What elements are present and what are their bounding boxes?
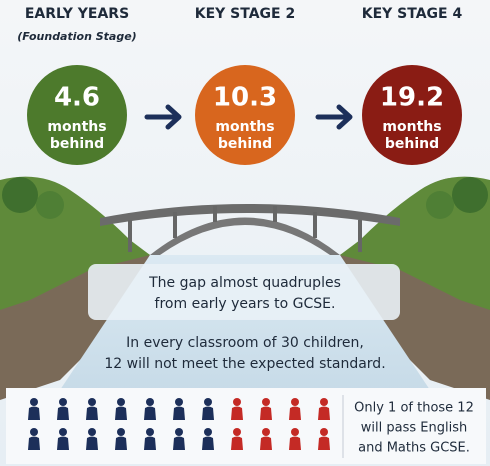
person-body xyxy=(260,407,272,421)
person-body xyxy=(115,407,127,421)
person-body xyxy=(260,437,272,451)
person-head xyxy=(30,398,38,406)
person-body xyxy=(86,437,98,451)
person-body xyxy=(115,437,127,451)
text-line: In every classroom of 30 children, xyxy=(126,335,364,351)
text-line: Only 1 of those 12 xyxy=(354,401,474,416)
person-head xyxy=(117,428,125,436)
stage-unit: months xyxy=(215,119,274,135)
infographic: EARLY YEARS(Foundation Stage)4.6monthsbe… xyxy=(0,0,490,466)
person-head xyxy=(30,428,38,436)
person-head xyxy=(320,428,328,436)
text-line: will pass English xyxy=(361,421,467,436)
person-head xyxy=(175,428,183,436)
person-head xyxy=(175,398,183,406)
person-body xyxy=(318,437,330,451)
person-body xyxy=(144,437,156,451)
stage-unit: months xyxy=(47,119,106,135)
person-body xyxy=(28,407,40,421)
person-head xyxy=(59,428,67,436)
stage-unit: behind xyxy=(385,136,439,152)
page: EARLY YEARS(Foundation Stage)4.6monthsbe… xyxy=(0,0,490,466)
stage-value: 10.3 xyxy=(213,83,277,113)
person-head xyxy=(88,398,96,406)
person-head xyxy=(320,398,328,406)
person-body xyxy=(28,437,40,451)
person-body xyxy=(57,407,69,421)
person-head xyxy=(146,398,154,406)
person-head xyxy=(204,428,212,436)
person-head xyxy=(88,428,96,436)
person-head xyxy=(233,428,241,436)
person-body xyxy=(231,437,243,451)
gcse-text: Only 1 of those 12 will pass English and M… xyxy=(354,401,474,456)
person-body xyxy=(173,407,185,421)
person-head xyxy=(117,398,125,406)
text-line: from early years to GCSE. xyxy=(155,296,336,312)
stage-title: KEY STAGE 2 xyxy=(195,6,295,22)
person-body xyxy=(318,407,330,421)
stage-unit: months xyxy=(382,119,441,135)
stage-unit: behind xyxy=(50,136,104,152)
person-body xyxy=(86,407,98,421)
person-body xyxy=(173,437,185,451)
stage-value: 4.6 xyxy=(54,83,100,113)
person-body xyxy=(202,437,214,451)
person-head xyxy=(233,398,241,406)
person-body xyxy=(144,407,156,421)
person-body xyxy=(202,407,214,421)
stage-title: KEY STAGE 4 xyxy=(362,6,463,22)
text-line: and Maths GCSE. xyxy=(358,441,470,456)
person-body xyxy=(289,407,301,421)
stage-subtitle: (Foundation Stage) xyxy=(17,30,136,43)
stage-title: EARLY YEARS xyxy=(25,6,129,22)
stage-unit: behind xyxy=(218,136,272,152)
person-head xyxy=(262,428,270,436)
text-line: The gap almost quadruples xyxy=(148,275,341,291)
person-body xyxy=(289,437,301,451)
person-head xyxy=(262,398,270,406)
person-head xyxy=(59,398,67,406)
person-body xyxy=(231,407,243,421)
stage-value: 19.2 xyxy=(380,83,444,113)
person-head xyxy=(291,398,299,406)
person-head xyxy=(146,428,154,436)
text-line: 12 will not meet the expected standard. xyxy=(104,356,385,372)
person-head xyxy=(291,428,299,436)
person-head xyxy=(204,398,212,406)
person-body xyxy=(57,437,69,451)
